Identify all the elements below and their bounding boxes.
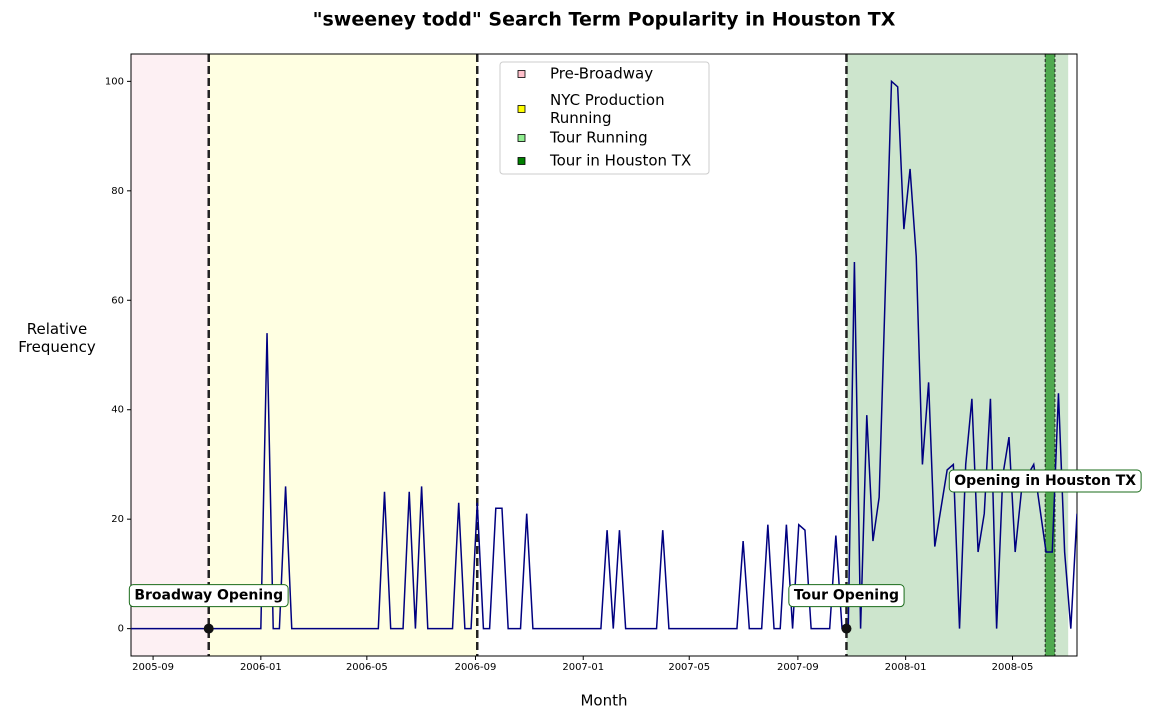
legend-swatch (517, 157, 526, 165)
legend-swatch (517, 105, 526, 113)
legend-swatch (517, 134, 526, 142)
span (1045, 54, 1055, 656)
legend-label: Pre-Broadway (550, 65, 653, 83)
legend-label: Tour Running (549, 129, 648, 147)
chart-title: "sweeney todd" Search Term Popularity in… (313, 9, 896, 31)
x-tick-label: 2005-09 (132, 662, 174, 673)
y-tick-label: 80 (111, 186, 124, 197)
legend-box (499, 61, 710, 175)
x-axis-label: Month (580, 692, 627, 710)
annotation-label: Broadway Opening (134, 588, 283, 604)
span (131, 54, 209, 656)
legend-label: NYC Production Running (550, 91, 665, 127)
y-tick-label: 40 (111, 405, 124, 416)
annotation-box (948, 469, 1142, 493)
annotation-box (128, 584, 289, 608)
y-tick-label: 20 (111, 514, 124, 525)
event-annotation: Broadway Opening (128, 584, 289, 608)
x-tick-label: 2007-05 (668, 662, 710, 673)
event-point (203, 623, 214, 634)
y-tick-label: 60 (111, 295, 124, 306)
x-tick-label: 2007-01 (562, 662, 604, 673)
event-annotation: Tour Opening (788, 584, 905, 608)
legend-label: Tour in Houston TX (549, 152, 691, 170)
x-tick-label: 2007-09 (777, 662, 819, 673)
legend: Pre-Broadway NYC Production Running Tour Ru… (499, 61, 710, 175)
plot-frame (130, 53, 1078, 657)
event-point (841, 623, 852, 634)
y-tick-label: 0 (118, 624, 124, 635)
span (208, 54, 478, 656)
y-tick-label: 100 (105, 76, 124, 87)
x-tick-label: 2006-05 (346, 662, 388, 673)
x-tick-label: 2008-05 (992, 662, 1034, 673)
annotation-label: Tour Opening (794, 588, 899, 604)
x-tick-label: 2006-09 (455, 662, 497, 673)
y-axis-label: Relative Frequency (18, 320, 96, 356)
series-line (131, 79, 1077, 630)
x-tick-label: 2008-01 (885, 662, 927, 673)
event-annotation: Opening in Houston TX (948, 469, 1142, 493)
legend-swatch (517, 70, 526, 78)
annotation-box (788, 584, 905, 608)
annotation-label: Opening in Houston TX (954, 473, 1136, 489)
x-tick-label: 2006-01 (240, 662, 282, 673)
